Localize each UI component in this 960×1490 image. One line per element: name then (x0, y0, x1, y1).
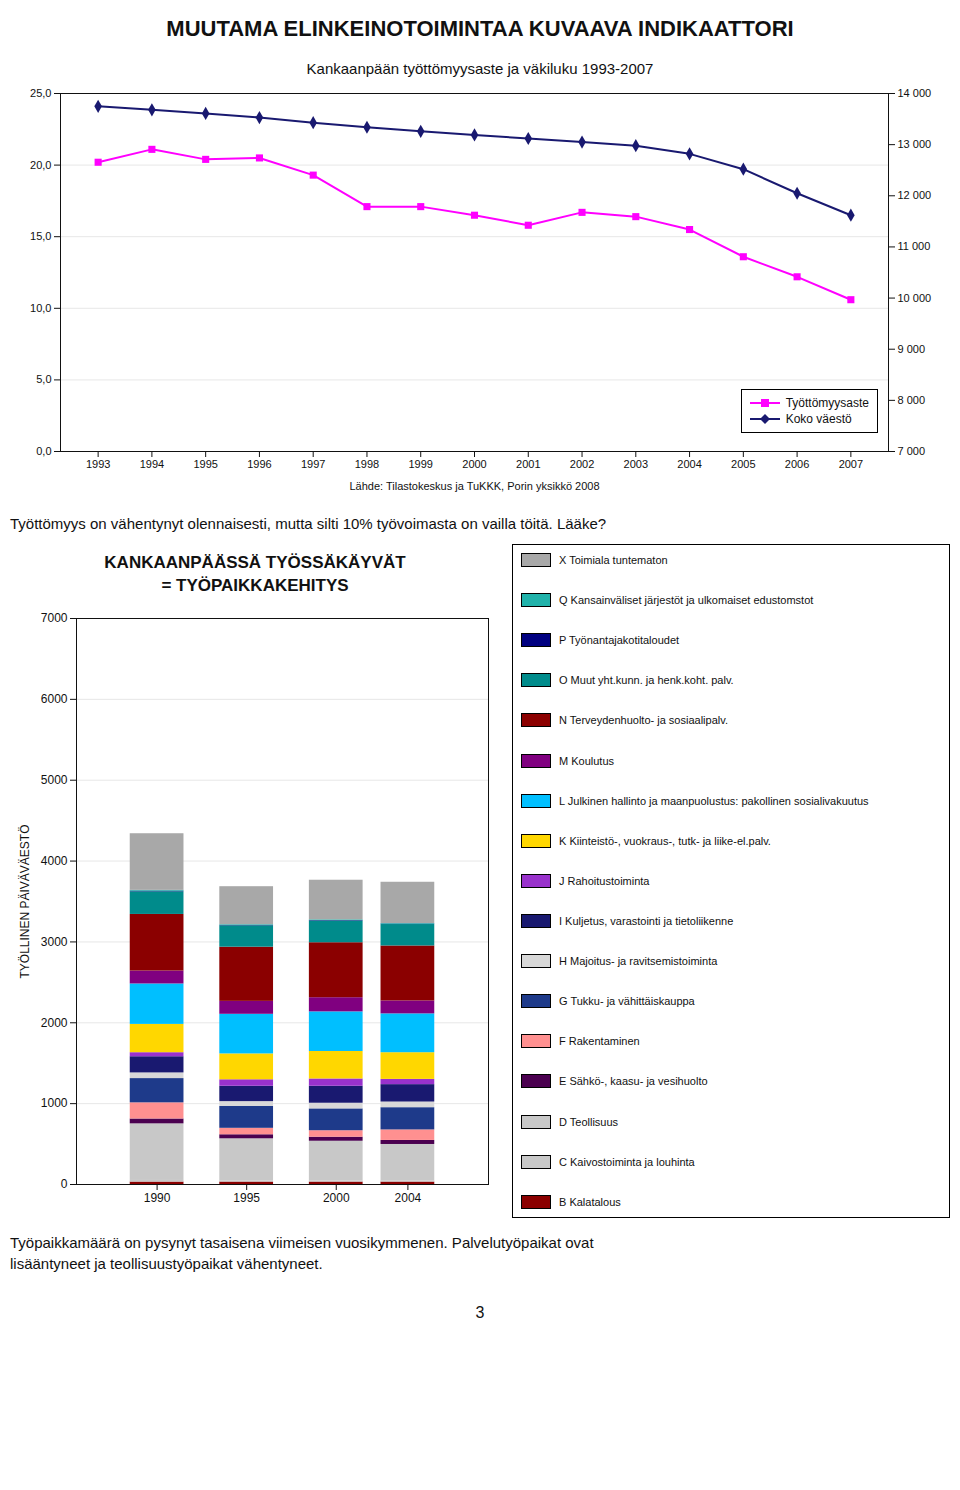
svg-text:TYÖLLINEN PÄIVÄVÄESTÖ: TYÖLLINEN PÄIVÄVÄESTÖ (18, 824, 32, 978)
svg-text:2000: 2000 (41, 1016, 68, 1030)
html-text:3: 3 (475, 1303, 485, 1321)
html-text:J Rahoitustoiminta: J Rahoitustoiminta (559, 874, 650, 887)
svg-text:1995: 1995 (193, 458, 217, 470)
html-text:N Terveydenhuolto- ja sosiaali: N Terveydenhuolto- ja sosiaalipalv. (559, 714, 728, 727)
html-text:M Koulutus: M Koulutus (559, 754, 614, 767)
svg-text:3000: 3000 (41, 935, 68, 949)
svg-text:9 000: 9 000 (898, 343, 926, 355)
svg-text:2000: 2000 (462, 458, 486, 470)
svg-text:1998: 1998 (355, 458, 379, 470)
html-text:I Kuljetus, varastointi ja tie: I Kuljetus, varastointi ja tietoliikenne (559, 915, 734, 927)
svg-text:7000: 7000 (41, 611, 68, 625)
svg-text:25,0: 25,0 (30, 87, 51, 99)
svg-text:7 000: 7 000 (898, 445, 926, 457)
svg-text:11 000: 11 000 (898, 240, 931, 252)
svg-text:1995: 1995 (233, 1191, 260, 1205)
html-text:F Rakentaminen: F Rakentaminen (559, 1035, 640, 1048)
html-text:O Muut yht.kunn. ja henk.koht.: O Muut yht.kunn. ja henk.koht. palv. (559, 674, 734, 687)
html-text:B Kalatalous: B Kalatalous (559, 1195, 621, 1208)
svg-text:1999: 1999 (408, 458, 432, 470)
svg-text:2004: 2004 (677, 458, 701, 470)
svg-text:1997: 1997 (301, 458, 325, 470)
svg-text:1996: 1996 (247, 458, 271, 470)
svg-text:13 000: 13 000 (898, 138, 932, 150)
svg-text:2002: 2002 (570, 458, 594, 470)
svg-text:2004: 2004 (395, 1191, 422, 1205)
svg-text:Lähde: Tilastokeskus ja TuKKK,: Lähde: Tilastokeskus ja TuKKK, Porin yks… (349, 480, 599, 492)
html-text:P Työnantajakotitaloudet: P Työnantajakotitaloudet (559, 634, 680, 647)
html-text:C Kaivostoiminta ja louhinta: C Kaivostoiminta ja louhinta (559, 1155, 695, 1168)
svg-text:12 000: 12 000 (898, 189, 932, 201)
svg-text:6000: 6000 (41, 692, 68, 706)
svg-text:1990: 1990 (144, 1191, 171, 1205)
svg-text:2007: 2007 (839, 458, 863, 470)
svg-text:20,0: 20,0 (30, 159, 51, 171)
html-text:KANKAANPÄÄSSÄ TYÖSSÄKÄYVÄT: KANKAANPÄÄSSÄ TYÖSSÄKÄYVÄT (104, 553, 406, 572)
html-text:lisääntyneet ja teollisuustyöp: lisääntyneet ja teollisuustyöpaikat vähe… (10, 1254, 323, 1272)
html-text:X Toimiala tuntematon: X Toimiala tuntematon (559, 554, 668, 566)
svg-text:2003: 2003 (624, 458, 648, 470)
html-text:Työpaikkamäärä on pysynyt tasa: Työpaikkamäärä on pysynyt tasaisena viim… (10, 1233, 594, 1251)
html-text:G Tukku- ja vähittäiskauppa: G Tukku- ja vähittäiskauppa (559, 995, 695, 1008)
svg-text:5,0: 5,0 (36, 373, 51, 385)
svg-text:15,0: 15,0 (30, 230, 51, 242)
html-text:= TYÖPAIKKAKEHITYS: = TYÖPAIKKAKEHITYS (161, 575, 349, 595)
html-text:Koko väestö: Koko väestö (785, 412, 852, 427)
svg-text:0: 0 (61, 1177, 68, 1191)
html-text:Työttömyysaste: Työttömyysaste (785, 396, 869, 411)
html-text:H Majoitus- ja ravitsemistoimi: H Majoitus- ja ravitsemistoiminta (559, 955, 718, 968)
html-text:MUUTAMA ELINKEINOTOIMINTAA KUV: MUUTAMA ELINKEINOTOIMINTAA KUVAAVA INDIK… (166, 16, 794, 41)
html-text:E Sähkö-, kaasu- ja vesihuolto: E Sähkö-, kaasu- ja vesihuolto (559, 1075, 708, 1088)
svg-text:1000: 1000 (41, 1096, 68, 1110)
svg-text:8 000: 8 000 (898, 394, 926, 406)
html-text:Q Kansainväliset järjestöt ja: Q Kansainväliset järjestöt ja ulkomaiset… (559, 594, 814, 607)
svg-text:5000: 5000 (41, 773, 68, 787)
svg-text:1993: 1993 (86, 458, 110, 470)
html-text:K Kiinteistö-, vuokraus-, tutk: K Kiinteistö-, vuokraus-, tutk- ja liike… (559, 834, 771, 847)
html-text:D Teollisuus: D Teollisuus (559, 1115, 619, 1128)
svg-text:2006: 2006 (785, 458, 809, 470)
html-text:L Julkinen hallinto ja maanpuo: L Julkinen hallinto ja maanpuolustus: pa… (559, 794, 869, 807)
svg-text:2000: 2000 (323, 1191, 350, 1205)
svg-text:4000: 4000 (41, 854, 68, 868)
svg-text:1994: 1994 (140, 458, 164, 470)
svg-text:14 000: 14 000 (898, 87, 932, 99)
svg-text:10 000: 10 000 (898, 292, 932, 304)
html-text:Työttömyys on vähentynyt olenn: Työttömyys on vähentynyt olennaisesti, m… (10, 515, 607, 532)
svg-text:2001: 2001 (516, 458, 540, 470)
svg-text:2005: 2005 (731, 458, 755, 470)
svg-text:10,0: 10,0 (30, 302, 51, 314)
svg-text:0,0: 0,0 (36, 445, 51, 457)
html-text:Kankaanpään työttömyysaste ja: Kankaanpään työttömyysaste ja väkiluku 1… (306, 60, 654, 77)
